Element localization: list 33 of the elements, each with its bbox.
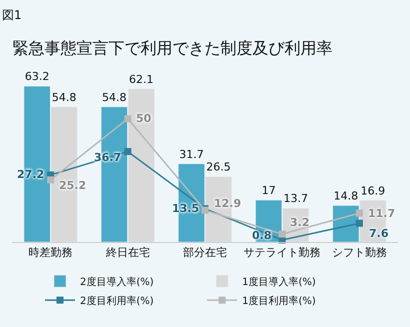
data-label: 26.5: [206, 160, 231, 174]
data-label: 25.2: [59, 179, 86, 192]
point: [124, 148, 132, 156]
point: [356, 210, 363, 217]
legend-label: 1度目利用率(%): [242, 295, 316, 307]
data-label: 13.7: [283, 192, 308, 206]
data-label: 3.2: [290, 216, 310, 229]
data-label: 12.9: [214, 197, 242, 210]
x-tick-label: サテライト勤務: [244, 246, 321, 260]
data-label: 31.7: [179, 148, 204, 161]
x-tick-label: 終日在宅: [104, 246, 150, 260]
data-label: 62.1: [129, 72, 154, 86]
point: [124, 115, 132, 122]
data-label: 63.2: [24, 70, 50, 84]
data-label: 16.9: [360, 184, 386, 198]
data-label: 50: [136, 112, 152, 125]
legend-label: 1度目導入率(%): [242, 276, 316, 288]
data-label: 54.8: [102, 90, 127, 104]
data-label: 11.7: [368, 207, 396, 220]
x-tick-label: 部分在宅: [183, 246, 227, 260]
caption: 図1: [2, 8, 22, 22]
data-label: 7.6: [369, 227, 389, 240]
legend-label: 2度目導入率(%): [80, 276, 154, 288]
x-tick-label: 時差勤務: [28, 246, 73, 260]
data-label: 14.8: [334, 190, 358, 203]
x-tick-label: シフト勤務: [332, 246, 387, 260]
point: [356, 220, 363, 227]
legend-label: 2度目利用率(%): [80, 295, 154, 307]
point: [47, 176, 54, 184]
data-label: 54.8: [52, 90, 76, 104]
data-label: 17: [262, 184, 276, 198]
point: [278, 230, 286, 238]
chart-title: 緊急事態宣言下で利用できた制度及び利用率: [12, 38, 332, 58]
